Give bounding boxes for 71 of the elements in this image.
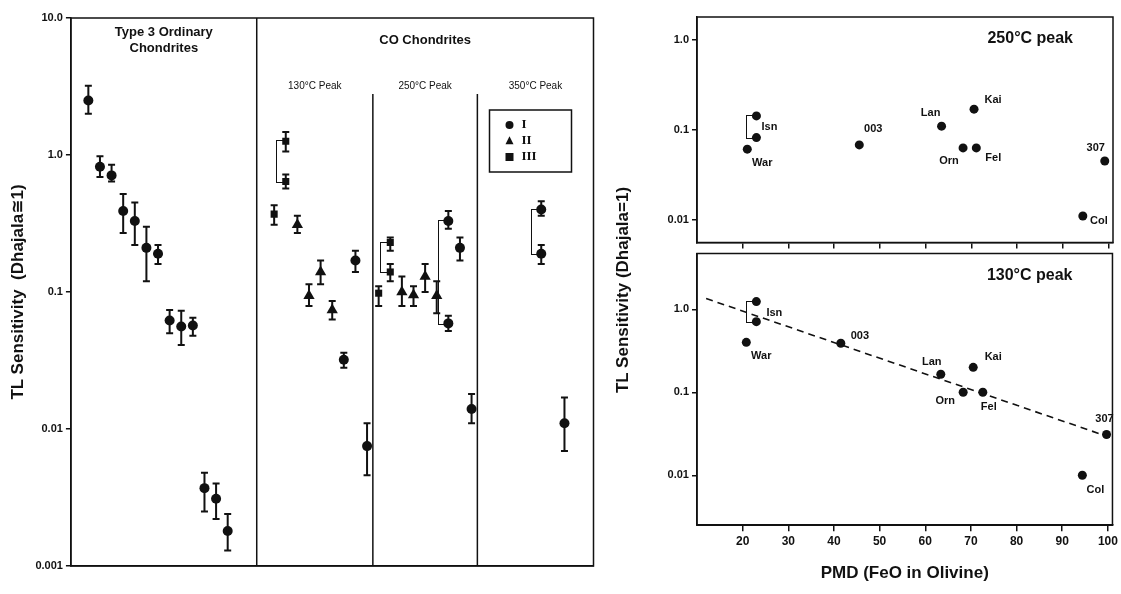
annotation: 307 [1095, 411, 1114, 424]
y-tick-label: 1.0 [673, 32, 689, 45]
x-tick-label: 80 [1009, 533, 1024, 548]
annotation: Kai [984, 93, 1002, 106]
point [958, 143, 968, 153]
annotation: CO Chondrites [379, 31, 471, 47]
point [751, 111, 761, 121]
y-tick-label: 0.01 [667, 212, 689, 225]
annotation: 003 [850, 329, 869, 342]
point [936, 369, 946, 379]
annotation: 350°C Peak [508, 79, 564, 91]
y-tick-label: 0.01 [41, 422, 63, 435]
legend-label: II [521, 132, 532, 148]
annotation: Isn [766, 305, 783, 318]
annotation: Kai [984, 350, 1002, 363]
annotation: 250°C Peak [398, 79, 453, 91]
point [1100, 156, 1110, 166]
y-tick-label: 0.01 [667, 468, 689, 481]
text: 250°C peak [987, 29, 1074, 47]
x-tick-label: 100 [1097, 533, 1119, 548]
point [978, 387, 988, 397]
point [937, 121, 947, 131]
point [958, 387, 968, 397]
annotation: Lan [922, 355, 942, 368]
annotation: War [751, 349, 773, 362]
x-tick-label: 30 [781, 533, 796, 548]
point [969, 104, 979, 114]
annotation: War [752, 156, 774, 169]
annotation: Type 3 Ordinary Chondrites [114, 23, 214, 55]
point [751, 133, 761, 143]
x-tick-label: 40 [827, 533, 841, 548]
annotation: 003 [864, 121, 883, 134]
y-tick-label: 10.0 [41, 11, 63, 24]
point [751, 297, 761, 307]
annotation: Orn [939, 153, 960, 166]
annotation: Orn [935, 394, 956, 407]
y-tick-label: 1.0 [47, 148, 63, 161]
y-tick-label: 0.1 [47, 285, 63, 298]
x-axis-title: PMD (FeO in Olivine) [820, 563, 989, 583]
text: 130°C peak [986, 266, 1073, 284]
point [751, 317, 761, 327]
point [971, 143, 981, 153]
y-tick-label: 0.001 [35, 559, 63, 572]
annotation: Col [1086, 483, 1105, 496]
point [741, 337, 751, 347]
x-tick-label: 50 [872, 533, 887, 548]
annotation: Isn [761, 119, 778, 132]
y-axis-title: TL Sensitivity (Dhajala=1) [613, 186, 633, 394]
annotation: Lan [920, 106, 941, 119]
y-tick-label: 0.1 [673, 122, 689, 135]
x-tick-label: 90 [1055, 533, 1070, 548]
point [1077, 470, 1087, 480]
annotation: 130°C Peak [288, 79, 343, 91]
annotation: 307 [1086, 141, 1105, 154]
point [742, 144, 752, 154]
point [968, 362, 978, 372]
x-tick-label: 70 [964, 533, 978, 548]
x-tick-label: 60 [918, 533, 933, 548]
point [1078, 211, 1088, 221]
y-axis-title: TL Sensitivity (Dhajala≅1) [7, 184, 27, 400]
annotation: Fel [980, 400, 997, 413]
legend-label: I [521, 116, 527, 132]
x-tick-label: 20 [735, 533, 750, 548]
y-tick-label: 0.1 [673, 385, 689, 398]
annotation: Col [1089, 214, 1108, 227]
point [1102, 430, 1112, 439]
annotation: Fel [985, 150, 1002, 163]
legend-label: III [521, 148, 537, 164]
point [836, 338, 846, 348]
y-tick-label: 1.0 [673, 302, 689, 315]
point [854, 140, 864, 150]
